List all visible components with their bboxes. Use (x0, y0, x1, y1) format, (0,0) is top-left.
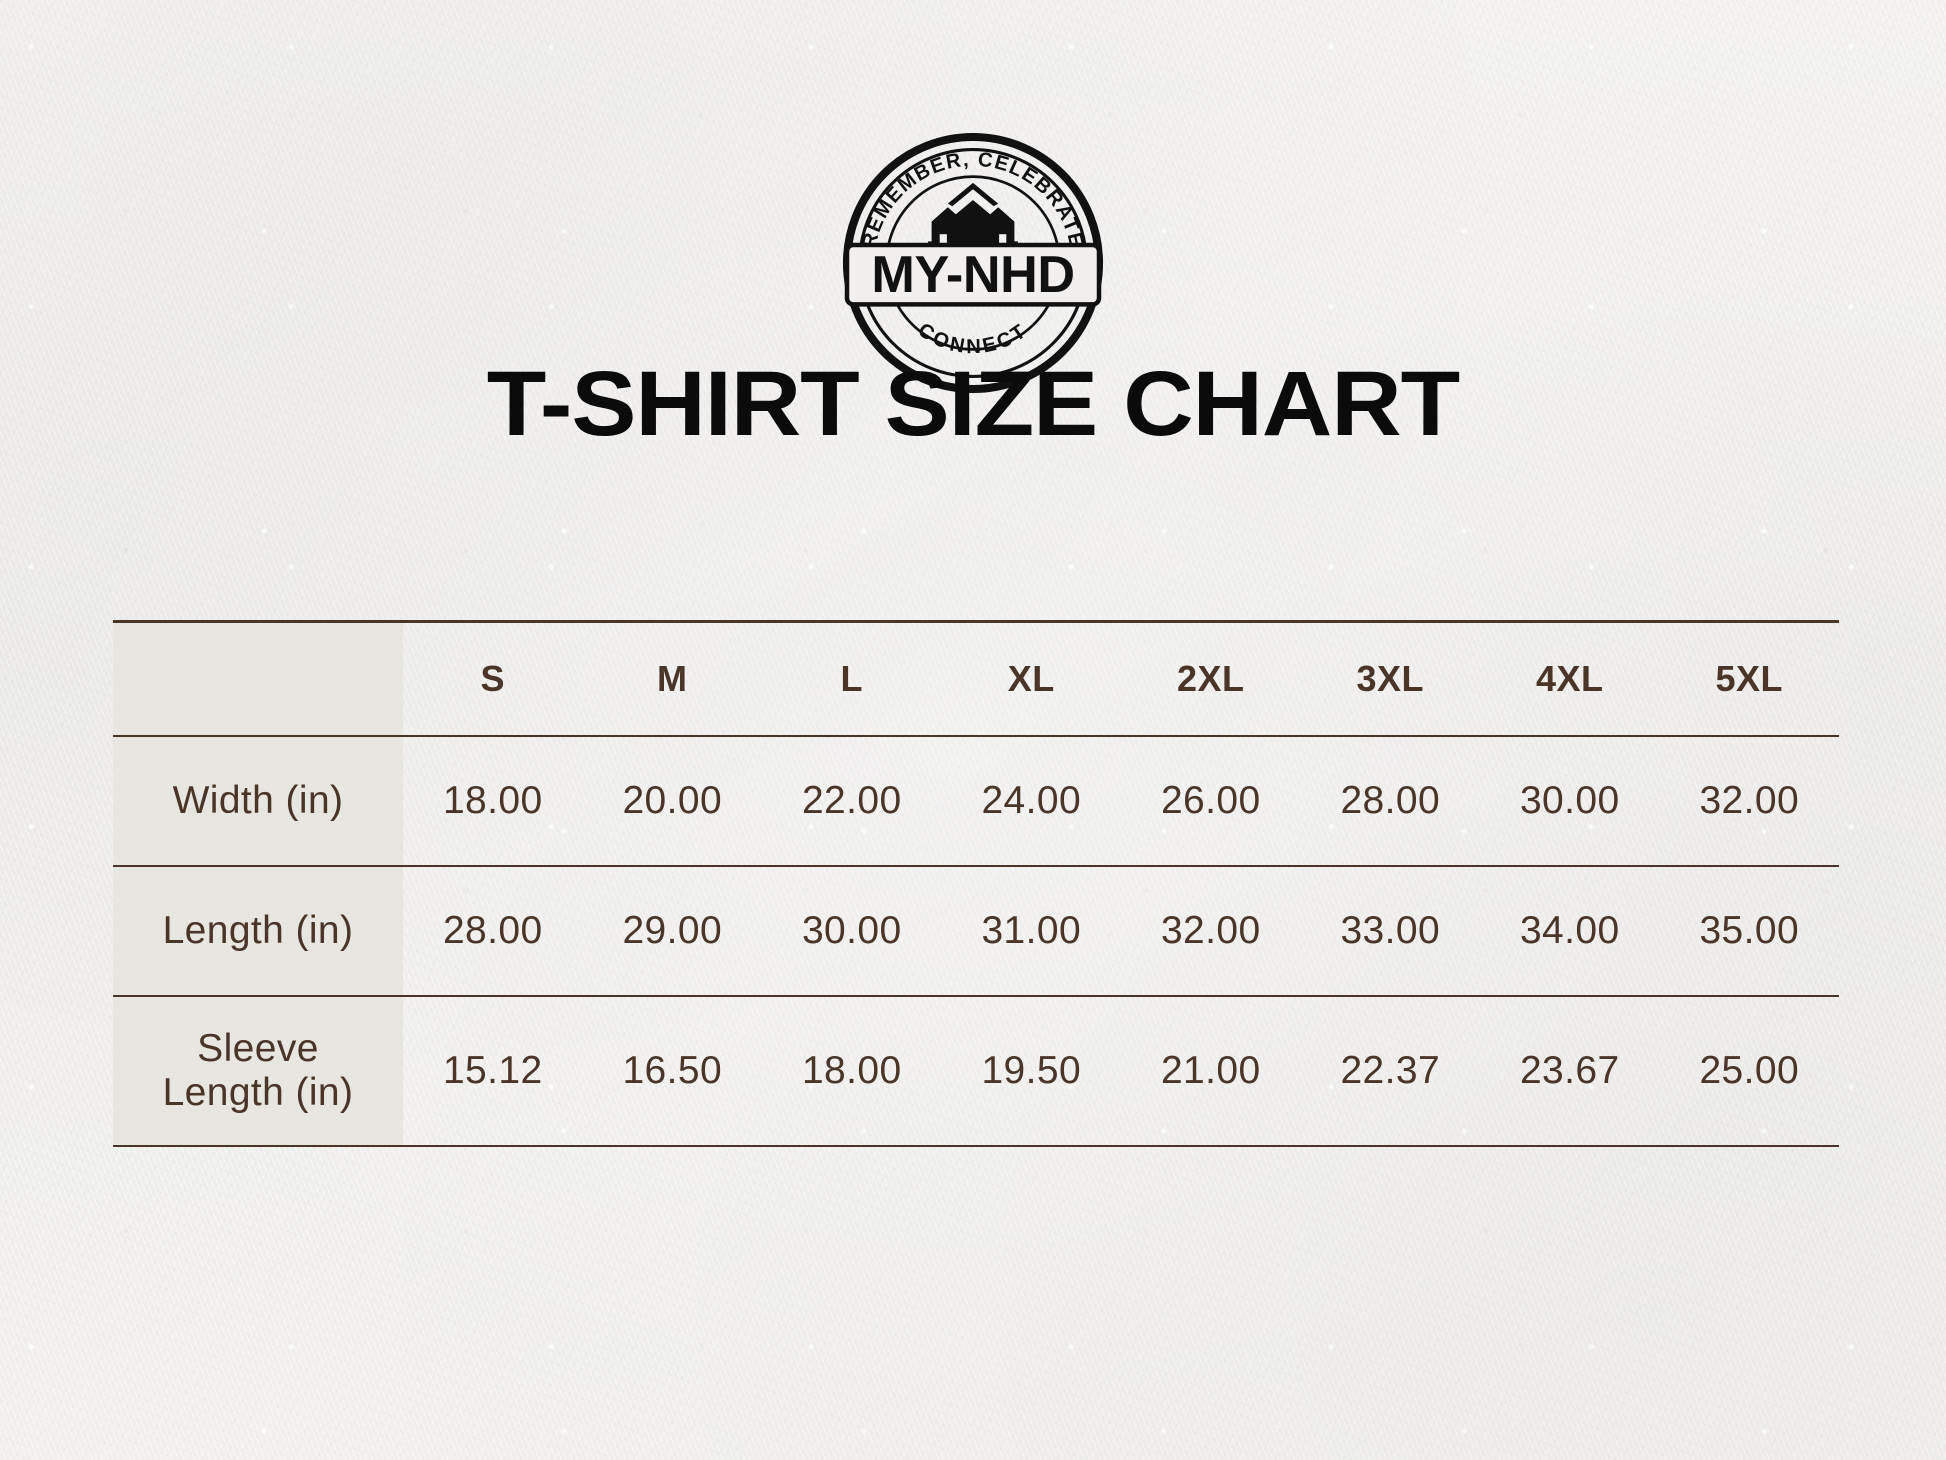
cell-length-5xl: 35.00 (1699, 909, 1800, 952)
row-label-sleeve-length: Sleeve Length (in) (113, 996, 403, 1146)
cell-sleeve-4xl: 23.67 (1519, 1049, 1620, 1092)
size-chart-table-wrap: S M L XL 2XL 3XL 4XL 5XL Width (in) 18.0… (113, 620, 1839, 1148)
cell-length-3xl: 33.00 (1340, 909, 1441, 952)
row-label-length: Length (in) (113, 866, 403, 996)
cell-sleeve-3xl: 22.37 (1340, 1049, 1441, 1092)
cell-sleeve-s: 15.12 (442, 1049, 543, 1092)
cell-length-4xl: 34.00 (1519, 909, 1620, 952)
header-size-4xl: 4XL (1535, 658, 1604, 699)
table-row-length: Length (in) 28.00 29.00 30.00 31.00 32.0… (113, 866, 1839, 996)
cell-width-m: 20.00 (622, 779, 723, 822)
cell-sleeve-xl: 19.50 (981, 1049, 1082, 1092)
cell-sleeve-l: 18.00 (801, 1049, 902, 1092)
row-label-sleeve-line2: Length (in) (162, 1071, 354, 1114)
header-size-2xl: 2XL (1176, 658, 1245, 699)
table-body: Width (in) 18.00 20.00 22.00 24.00 26.00… (113, 736, 1839, 1146)
cell-sleeve-2xl: 21.00 (1160, 1049, 1261, 1092)
table-head: S M L XL 2XL 3XL 4XL 5XL (113, 621, 1839, 736)
cell-length-xl: 31.00 (981, 909, 1082, 952)
header-corner-cell (113, 621, 403, 736)
cell-width-3xl: 28.00 (1340, 779, 1441, 822)
header-size-3xl: 3XL (1356, 658, 1425, 699)
cell-length-m: 29.00 (622, 909, 723, 952)
cell-width-5xl: 32.00 (1699, 779, 1800, 822)
table-foot (113, 1146, 1839, 1148)
logo-wordmark: MY-NHD (871, 246, 1074, 304)
row-label-sleeve-line1: Sleeve (197, 1027, 319, 1071)
row-label-width: Width (in) (113, 736, 403, 866)
cell-sleeve-5xl: 25.00 (1699, 1049, 1800, 1092)
table-row-sleeve-length: Sleeve Length (in) 15.12 16.50 18.00 19.… (113, 996, 1839, 1146)
header-size-s: S (480, 658, 505, 699)
table-row-width: Width (in) 18.00 20.00 22.00 24.00 26.00… (113, 736, 1839, 866)
cell-sleeve-m: 16.50 (622, 1049, 723, 1092)
cell-width-s: 18.00 (442, 779, 543, 822)
header-size-m: M (657, 658, 688, 699)
page-title: T-SHIRT SIZE CHART (486, 353, 1460, 455)
table-bottom-rule-spacer (113, 1146, 403, 1147)
table-header-row: S M L XL 2XL 3XL 4XL 5XL (113, 621, 1839, 736)
cell-width-4xl: 30.00 (1519, 779, 1620, 822)
header-size-5xl: 5XL (1715, 658, 1784, 699)
my-nhd-logo: REMEMBER, CELEBRATE CONNECT (838, 128, 1108, 398)
cell-width-l: 22.00 (801, 779, 902, 822)
size-chart-table: S M L XL 2XL 3XL 4XL 5XL Width (in) 18.0… (113, 620, 1839, 1148)
cell-width-xl: 24.00 (981, 779, 1082, 822)
cell-length-l: 30.00 (801, 909, 902, 952)
table-bottom-rule (113, 1146, 1839, 1148)
cell-length-2xl: 32.00 (1160, 909, 1261, 952)
header-size-l: L (840, 658, 863, 699)
cell-width-2xl: 26.00 (1160, 779, 1261, 822)
header-size-xl: XL (1007, 658, 1055, 699)
table-bottom-rule-line (403, 1146, 1839, 1147)
cell-length-s: 28.00 (442, 909, 543, 952)
